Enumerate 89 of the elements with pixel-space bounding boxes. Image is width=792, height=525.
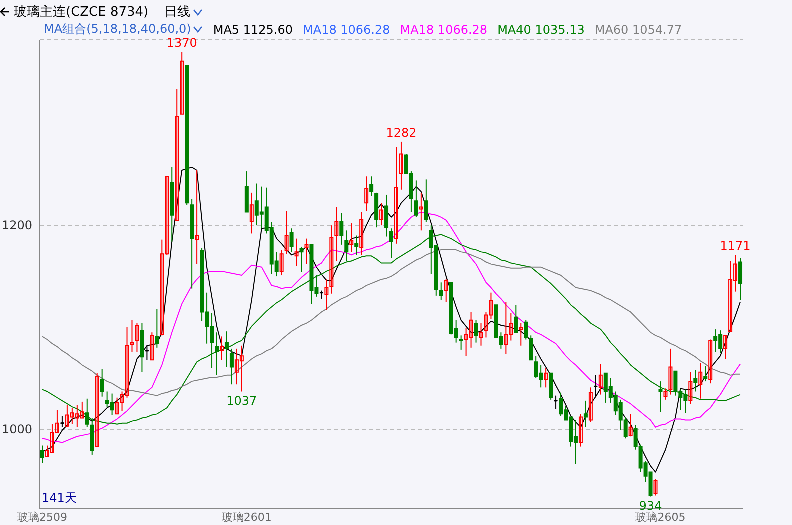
- candlestick: [300, 246, 304, 273]
- candlestick: [220, 336, 224, 361]
- candlestick: [594, 374, 598, 398]
- text: MA60 1054.77: [594, 22, 682, 36]
- candlestick: [698, 362, 703, 400]
- legend-label: MA18 1066.28: [303, 22, 390, 36]
- candlestick: [40, 445, 44, 464]
- candlestick: [145, 345, 149, 361]
- candlestick: [519, 322, 524, 346]
- candlestick: [135, 322, 140, 352]
- candlestick: [444, 279, 448, 303]
- candlestick: [360, 212, 364, 256]
- candlestick: [175, 88, 180, 221]
- candlestick: [738, 258, 743, 300]
- candlestick: [439, 282, 444, 300]
- candlestick: [330, 225, 334, 294]
- candlestick: [284, 210, 289, 255]
- candlestick: [250, 192, 254, 234]
- candlestick: [588, 387, 593, 423]
- candlestick: [130, 320, 134, 352]
- candlestick: [370, 176, 374, 196]
- candlestick: [724, 335, 728, 360]
- x-tick-label: 玻璃2601: [222, 511, 272, 524]
- candlestick: [304, 238, 309, 265]
- candlestick: [294, 238, 299, 267]
- candlestick: [384, 194, 389, 238]
- annotation: 1370: [166, 36, 198, 50]
- candlestick: [334, 206, 339, 262]
- candlestick: [380, 202, 384, 226]
- annotation: 934: [639, 498, 662, 513]
- candlestick: [100, 368, 104, 398]
- candlestick: [354, 235, 359, 256]
- candlestick: [364, 176, 369, 212]
- candlestick: [479, 322, 484, 346]
- candlestick: [628, 414, 633, 438]
- candlestick: [658, 381, 663, 413]
- candlestick: [598, 364, 603, 396]
- candlestick: [215, 332, 220, 376]
- annotation: 1282: [386, 126, 417, 140]
- candlestick: [390, 228, 394, 259]
- candlestick: [280, 250, 284, 276]
- candlestick: [414, 180, 418, 218]
- candlestick: [584, 400, 588, 428]
- candlestick: [554, 395, 558, 410]
- candlestick: [155, 308, 160, 348]
- candlestick: [419, 192, 424, 232]
- candlestick: [708, 339, 713, 384]
- candlestick: [674, 370, 678, 396]
- annotation: 1037: [226, 394, 258, 408]
- y-tick-label: 1000: [2, 422, 33, 436]
- candlestick: [544, 368, 548, 388]
- candlestick: [474, 320, 478, 344]
- candlestick: [514, 304, 518, 334]
- x-tick-label: 玻璃2509: [17, 511, 68, 524]
- annotation: 1171: [720, 239, 751, 254]
- x-tick-label: 玻璃2605: [636, 511, 686, 524]
- candlestick: [399, 141, 404, 190]
- candlestick: [694, 370, 698, 392]
- candlestick: [324, 279, 329, 311]
- candlestick: [654, 478, 658, 496]
- candlestick: [668, 348, 673, 396]
- candlestick: [340, 212, 344, 246]
- candlestick: [150, 332, 154, 361]
- candlestick: [290, 228, 294, 253]
- text: MA18 1066.28: [400, 22, 488, 36]
- chart-subtitle: 日线: [164, 4, 192, 21]
- candlestick: [529, 335, 534, 361]
- candlestick: [60, 416, 64, 428]
- candlestick: [394, 146, 398, 244]
- candlestick: [230, 348, 234, 386]
- candlestick: [424, 179, 428, 223]
- candlestick: [350, 223, 354, 253]
- annotation: 141天: [42, 490, 77, 507]
- candlestick: [195, 170, 200, 265]
- candlestick: [524, 320, 528, 340]
- y-tick-label: 1200: [2, 218, 33, 233]
- line-series: [42, 250, 742, 396]
- chart-title: 玻璃主连(CZCE 8734): [14, 4, 149, 21]
- candlestick: [704, 366, 708, 382]
- legend-title: MA组合(5,18,18,40,60,0): [44, 21, 192, 38]
- candlestick: [95, 372, 100, 448]
- candlestick: [578, 414, 583, 448]
- candlestick: [688, 372, 693, 404]
- candlestick: [459, 335, 464, 350]
- candlestick: [180, 52, 184, 115]
- candlestick: [664, 388, 668, 400]
- candlestick: [224, 331, 229, 368]
- text: MA5 1125.60: [213, 22, 293, 36]
- text: MA40 1035.13: [498, 22, 585, 36]
